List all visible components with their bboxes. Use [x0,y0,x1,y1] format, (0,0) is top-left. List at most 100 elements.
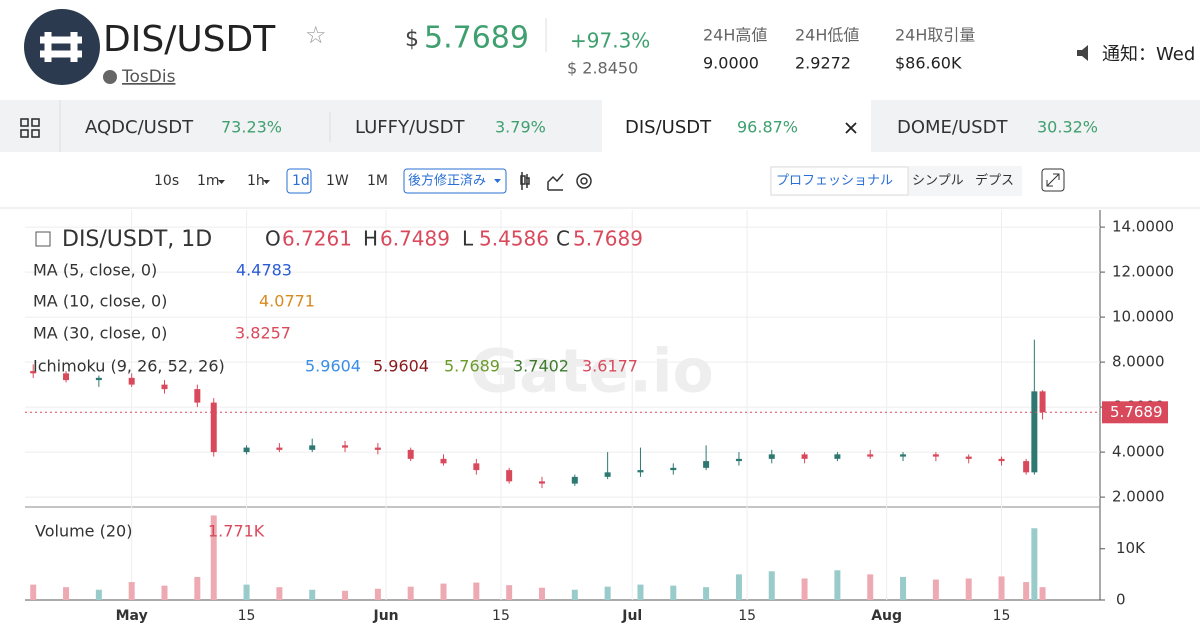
tool-icons[interactable] [520,172,592,191]
tab-pair[interactable]: DIS/USDT [625,117,712,138]
candle-body [95,377,102,381]
last-price-tag [1102,401,1168,424]
tab-pair[interactable]: LUFFY/USDT [355,117,466,138]
interval[interactable]: 1W [326,173,349,189]
candle-body [374,447,381,450]
y-tick-label: 14.0000 [1112,218,1174,236]
tab-bar [0,100,1200,152]
view-active [770,166,909,196]
interval[interactable]: 1M [367,173,388,189]
volume-title: Volume (20) [35,522,132,541]
ohlc-value: 6.7261 [282,227,352,251]
favorite-star[interactable]: ☆ [305,21,327,49]
candle-body [801,454,808,459]
collapse-icon [35,231,51,247]
close-tab[interactable] [845,122,857,134]
view[interactable]: デプス [975,173,1014,189]
indicator-value: 4.0771 [259,292,315,311]
interval[interactable]: 1h [247,173,265,189]
x-tick-label: 15 [993,608,1011,624]
candle-body [867,454,874,457]
y-tick-label: 4.0000 [1112,443,1165,461]
ohlc-label: H [363,227,378,251]
candle-body [965,456,972,459]
x-tick-label: 15 [238,608,256,624]
ohlc-label: L [462,227,474,251]
plot: 2.00004.00006.00008.000010.000012.000014… [25,210,1174,624]
stat-value: 2.9272 [795,54,851,73]
grid-icon[interactable] [20,118,40,138]
ohlc-label: C [556,227,570,251]
volume-bar [1031,528,1038,600]
volume-bar [768,571,775,600]
volume-bar [571,589,578,600]
adjust[interactable]: 後方修正済み [408,173,486,189]
tab-pair[interactable]: AQDC/USDT [85,117,194,138]
volume-bar [735,574,742,600]
stat-label: 24H取引量 [895,26,975,45]
speaker-icon [1077,45,1088,61]
selected-box [286,168,312,194]
interval[interactable]: 1m [197,173,220,189]
volume-bar [161,585,168,600]
candle-body [506,470,513,482]
price: 5.7689 [424,21,529,56]
y-tick-label: 2.0000 [1112,488,1165,506]
fullscreen[interactable] [1041,168,1065,192]
notice[interactable]: 通知：Wed [1102,44,1195,65]
indicator-value: 3.8257 [235,324,291,343]
y2-tick-label: 10K [1116,539,1146,557]
volume-bar [243,584,250,600]
candle-body [900,454,907,457]
candle-body [1031,391,1038,473]
interval[interactable]: 1d [292,173,310,189]
candle-body [473,463,480,471]
tab-change: 96.87% [737,118,798,137]
project-link[interactable]: TosDis [121,67,176,87]
volume-bar [867,574,874,600]
candle-body [998,458,1005,462]
volume-bar [276,587,283,600]
y2-tick-label: 0 [1116,591,1126,609]
stat-label: 24H低値 [795,26,859,45]
legend: DIS/USDT, 1D O 6.7261 H 6.7489 L 5.4586 C 5.7689… [33,227,643,541]
volume-value: 1.771K [208,522,265,541]
caret [494,179,501,183]
change: +97.3% [570,29,650,53]
candle-body [637,470,644,473]
candle-body [30,371,37,374]
indicator-value: 3.7402 [513,357,569,376]
active-tab [602,100,871,152]
tab-change: 30.32% [1037,118,1098,137]
adjust-box [403,168,507,194]
candle-body [670,467,677,471]
view[interactable]: シンプル [912,174,964,189]
view[interactable]: プロフェッショナル [776,174,893,189]
x-tick-label: May [116,608,148,624]
candle-body [1039,391,1046,413]
candle-body [834,454,841,459]
prev-price: $ 2.8450 [567,59,638,78]
volume-bar [900,576,907,600]
volume-bar [30,584,37,600]
candle-body [128,377,135,385]
volume-bar [342,590,349,600]
volume-bar [63,587,70,600]
indicator-value: 4.4783 [236,261,292,280]
candle-body [571,476,578,484]
candle-body [604,472,611,477]
x-tick-label: Jul [621,608,642,624]
volume-bar [407,586,414,600]
pair-title: DIS/USDT [103,19,276,60]
indicator-value: 5.9604 [305,357,361,376]
tab-pair[interactable]: DOME/USDT [897,117,1008,138]
volume-bar [440,583,447,600]
indicator-value: 5.7689 [444,357,500,376]
ohlc-value: 5.4586 [479,227,549,251]
candle-body [440,458,447,464]
volume-bar [932,579,939,600]
ohlc-label: O [265,227,281,251]
x-tick-label: 15 [492,608,510,624]
interval[interactable]: 10s [154,173,179,189]
volume-bar [1023,582,1030,600]
